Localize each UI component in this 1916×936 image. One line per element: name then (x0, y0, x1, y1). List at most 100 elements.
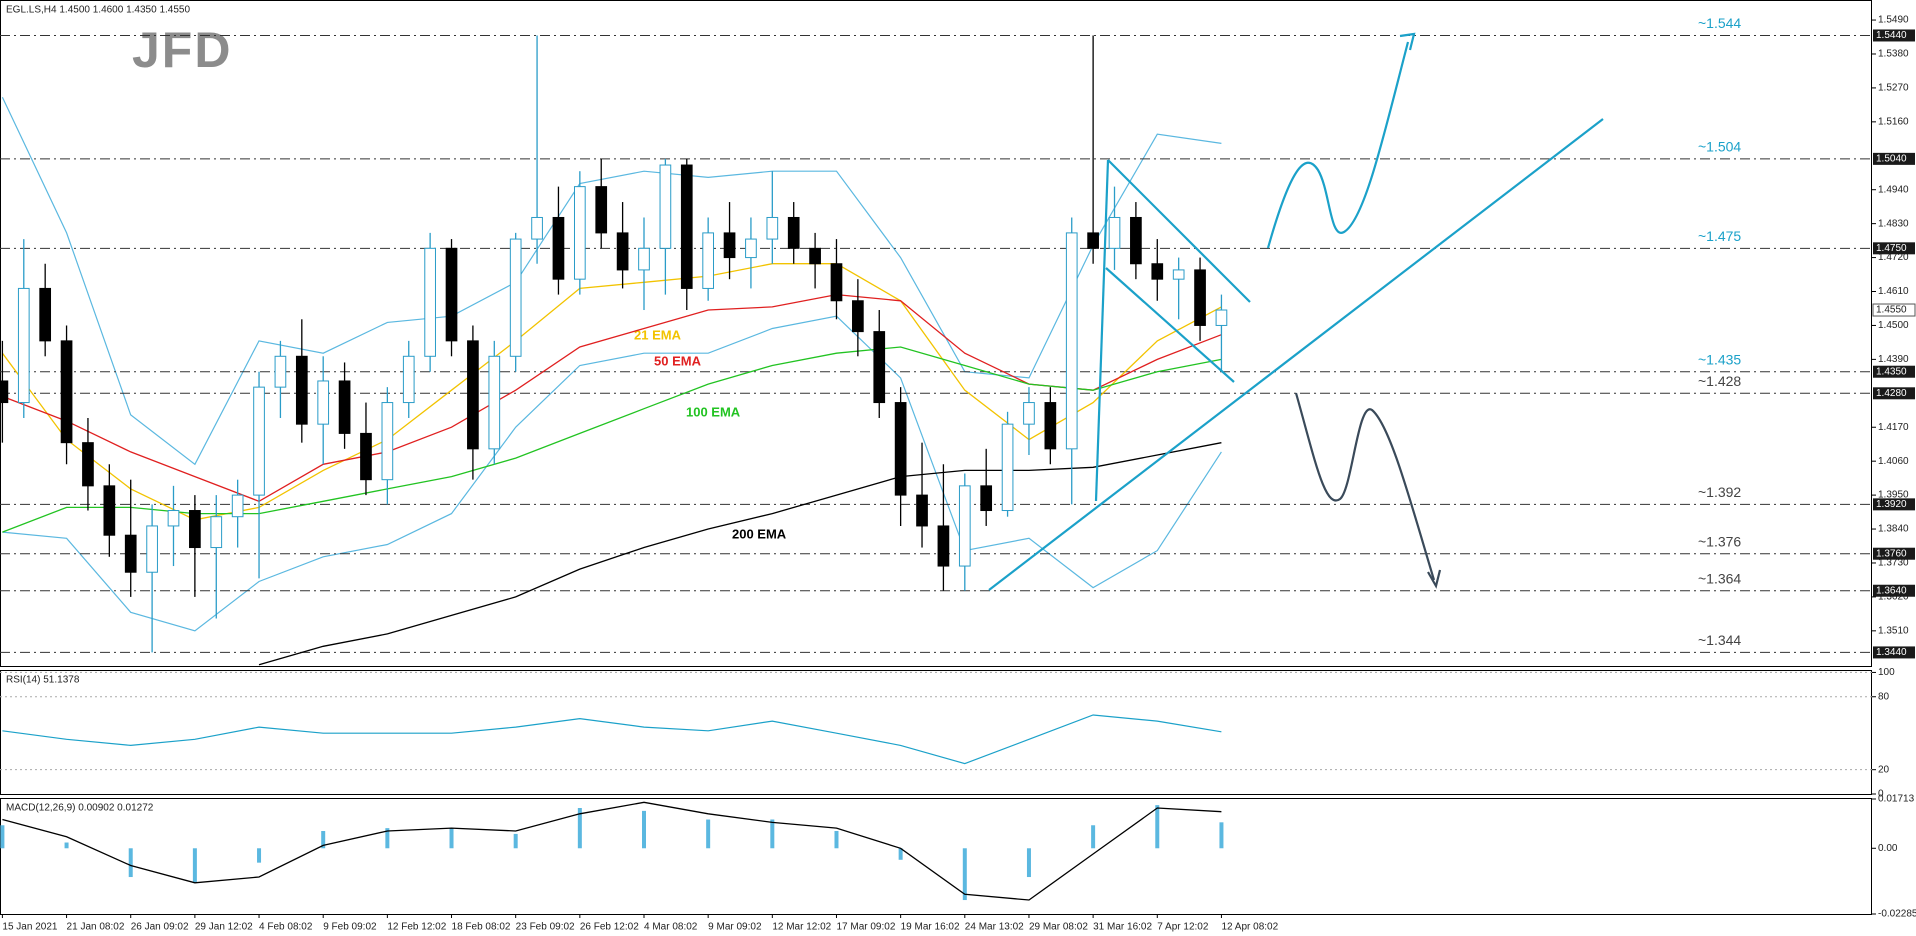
y-tick-label: 1.5270 (1878, 83, 1909, 94)
candle-body (616, 232, 629, 271)
candle-body (1130, 216, 1142, 265)
candle-body (39, 287, 52, 342)
x-tick-label: 19 Mar 16:02 (901, 922, 960, 933)
x-tick-label: 29 Mar 08:02 (1029, 922, 1088, 933)
macd-bar (706, 819, 711, 849)
candle-body (467, 340, 479, 450)
level-tag-label: 1.3920 (1876, 499, 1907, 510)
candle-body (424, 247, 436, 357)
chart-title: EGL.LS,H4 1.4500 1.4600 1.4350 1.4550 (6, 5, 190, 16)
level-label: ~1.544 (1698, 15, 1741, 31)
x-tick-label: 9 Mar 09:02 (708, 922, 762, 933)
candle-body (17, 287, 30, 404)
level-tag-label: 1.5440 (1876, 30, 1907, 41)
y-tick-label: 1.4720 (1878, 252, 1909, 263)
macd-bar (128, 848, 133, 878)
level-tag (1873, 365, 1915, 378)
x-tick-label: 23 Feb 09:02 (516, 922, 575, 933)
y-tick-label: 1.4610 (1878, 286, 1909, 297)
bearish-lines (1294, 392, 1442, 589)
rsi-line (2, 714, 1222, 765)
y-tick-label: 1.5160 (1878, 116, 1909, 127)
level-label: ~1.376 (1698, 533, 1741, 549)
y-tick-label: 100 (1878, 667, 1895, 678)
candle-body (167, 510, 180, 527)
macd-bar (449, 828, 454, 849)
candle-body (124, 534, 137, 573)
candle-body (0, 380, 9, 404)
candle-body (958, 485, 971, 567)
y-tick-label: 1.4060 (1878, 456, 1909, 467)
candle-body (317, 380, 330, 425)
level-label: ~1.428 (1698, 373, 1741, 389)
analysis-lines (988, 32, 1604, 591)
candle-body (916, 494, 928, 527)
y-tick-label: 1.3730 (1878, 558, 1909, 569)
candle-body (873, 331, 886, 404)
x-tick-label: 18 Feb 08:02 (452, 922, 511, 933)
candle-body (680, 164, 693, 289)
candle-body (1151, 263, 1164, 280)
level-label: ~1.475 (1698, 228, 1741, 244)
x-tick-label: 15 Jan 2021 (2, 922, 57, 933)
candle-body (445, 247, 458, 342)
y-tick-label: 1.3620 (1878, 592, 1909, 603)
x-tick-label: 29 Jan 12:02 (195, 922, 253, 933)
level-label: ~1.392 (1698, 484, 1741, 500)
y-tick-label: 0.00 (1878, 843, 1898, 854)
candle-body (1087, 232, 1099, 249)
candle-body (189, 510, 201, 549)
x-tick-label: 26 Feb 12:02 (580, 922, 639, 933)
candle-body (338, 380, 351, 434)
level-tag (1873, 646, 1915, 659)
level-label: ~1.435 (1698, 351, 1741, 367)
y-tick-label: 1.4830 (1878, 218, 1909, 229)
main-panel (0, 0, 1872, 667)
macd-bar (1219, 822, 1224, 849)
channel-bottom (1105, 267, 1235, 383)
bearish-arrowhead (1427, 569, 1442, 589)
candle-body (1001, 423, 1014, 512)
y-tick-label: -0.02285 (1878, 909, 1916, 920)
candle-body (702, 232, 715, 289)
macd-title: MACD(12,26,9) 0.00902 0.01272 (6, 803, 154, 814)
level-tag-label: 1.4750 (1876, 243, 1907, 254)
support-trendline (988, 118, 1604, 591)
level-tag-label: 1.3640 (1876, 585, 1907, 596)
candle-body (980, 485, 993, 512)
y-tick-label: 0.01713 (1878, 794, 1915, 805)
macd-bar (834, 831, 839, 849)
macd-bar (192, 848, 197, 883)
ema-label: 100 EMA (686, 404, 741, 419)
level-label: ~1.504 (1698, 139, 1741, 155)
ema-label: 50 EMA (654, 353, 702, 368)
macd-bar (513, 833, 518, 849)
candle-body (146, 525, 158, 573)
candle-body (402, 355, 415, 404)
candle-body (595, 186, 608, 234)
candle-body (531, 216, 543, 240)
candle-body (1023, 402, 1035, 425)
x-tick-label: 12 Mar 12:02 (772, 922, 831, 933)
y-tick-label: 1.4940 (1878, 184, 1909, 195)
rsi-panel (0, 670, 1872, 795)
level-tag (1873, 152, 1915, 165)
level-label: ~1.344 (1698, 632, 1741, 648)
bullish-arrowhead (1399, 32, 1416, 51)
macd-bar (642, 810, 646, 849)
macd-bar (898, 848, 903, 860)
candle-body (274, 355, 287, 388)
ema-line (2, 346, 1222, 533)
level-label: ~1.364 (1698, 570, 1741, 586)
y-tick-label: 1.3510 (1878, 625, 1909, 636)
logo: JFD (132, 22, 232, 78)
macd-bar (770, 819, 775, 849)
candle-body (60, 340, 73, 444)
y-tick-label: 1.4500 (1878, 320, 1909, 331)
candle-body (488, 355, 501, 450)
candle-body (509, 238, 522, 357)
price-tag-label: 1.4550 (1876, 305, 1907, 316)
candle-body (937, 525, 950, 567)
level-tag-label: 1.4350 (1876, 366, 1907, 377)
level-tag-label: 1.3760 (1876, 548, 1907, 559)
